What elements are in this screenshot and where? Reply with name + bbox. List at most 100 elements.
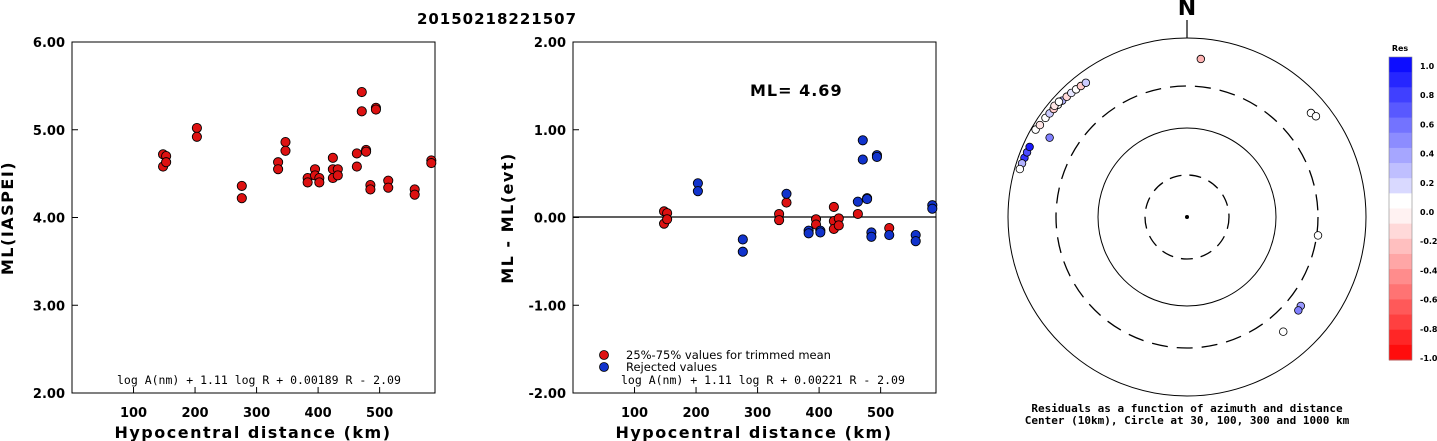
residual-colorbar: Res 1.0 0.8 0.6 0.4 0.2 0.0 -0.2 -0.4 -0.6 -0.8 -1… <box>1388 44 1437 363</box>
ml-point <box>280 145 291 156</box>
panel2-ytick-label: 1.00 <box>534 124 566 139</box>
colorbar-label: -0.6 <box>1420 296 1437 305</box>
ml-point <box>161 157 172 168</box>
panel1-xtick-label: 500 <box>366 406 393 421</box>
ml-point <box>314 177 325 188</box>
colorbar-label: -0.2 <box>1420 237 1437 246</box>
panel1-ylabel: ML(IASPEI) <box>0 161 17 275</box>
polar-station-point <box>1294 306 1303 315</box>
trimmed-point <box>662 214 673 225</box>
colorbar-swatch <box>1389 299 1412 316</box>
figure-title: 20150218221507 <box>417 10 577 28</box>
colorbar-label: -1.0 <box>1420 354 1437 363</box>
colorbar-label: 0.6 <box>1420 120 1435 129</box>
rejected-point <box>803 228 814 239</box>
epicenter-marker <box>1185 215 1189 219</box>
trimmed-point <box>781 197 792 208</box>
panel1-formula: log A(nm) + 1.11 log R + 0.00189 R - 2.0… <box>117 373 401 387</box>
ml-point <box>351 161 362 172</box>
panel1-ytick-label: 3.00 <box>33 299 65 314</box>
panel2-ytick-label: -1.00 <box>529 299 566 314</box>
colorbar-swatch <box>1389 178 1412 194</box>
polar-station-point <box>1311 112 1321 121</box>
ml-point <box>383 182 394 193</box>
colorbar-swatch <box>1389 102 1412 119</box>
colorbar-label: 0.2 <box>1420 179 1434 188</box>
colorbar-swatch <box>1389 238 1412 255</box>
ml-point <box>280 136 291 148</box>
panel1-points <box>158 86 437 204</box>
panel2-xtick-label: 400 <box>806 406 833 421</box>
ml-point <box>327 152 338 163</box>
panel1-xtick-label: 300 <box>243 406 270 421</box>
ml-point <box>302 177 313 188</box>
colorbar-label: 0.0 <box>1420 208 1435 217</box>
polar-station-point <box>1081 78 1091 87</box>
colorbar-swatch <box>1389 163 1412 179</box>
rejected-point <box>781 188 792 199</box>
ml-point <box>191 122 202 134</box>
circle-100km <box>1097 127 1277 307</box>
colorbar-label: 0.4 <box>1420 150 1435 159</box>
rejected-point <box>910 236 921 247</box>
colorbar-swatch <box>1389 72 1412 88</box>
colorbar-swatch <box>1389 117 1412 134</box>
colorbar-label: -0.8 <box>1420 325 1437 334</box>
colorbar-swatch <box>1389 253 1412 270</box>
colorbar-swatch <box>1389 132 1412 149</box>
rejected-point <box>857 154 868 165</box>
rejected-point <box>815 227 826 238</box>
colorbar-swatch <box>1389 284 1412 300</box>
rejected-point <box>857 135 868 146</box>
colorbar-swatch <box>1389 223 1412 240</box>
colorbar-swatch <box>1389 208 1412 225</box>
panel1-ytick-label: 4.00 <box>33 212 65 227</box>
panel2-formula: log A(nm) + 1.11 log R + 0.00221 R - 2.0… <box>621 373 905 387</box>
ml-point <box>356 86 367 98</box>
circle-1000km <box>1007 37 1367 397</box>
panel2-ytick-label: 2.00 <box>534 36 566 51</box>
polar-station-point <box>1054 97 1064 106</box>
colorbar-title: Res <box>1392 44 1409 53</box>
polar-station-point <box>1045 133 1054 142</box>
colorbar-swatch <box>1389 314 1412 331</box>
colorbar-swatch <box>1389 147 1412 164</box>
colorbar-swatch <box>1389 344 1412 361</box>
panel1-xtick-label: 100 <box>120 406 147 421</box>
panel2-xtick-label: 300 <box>744 406 771 421</box>
ml-point <box>365 184 376 195</box>
panel1-ytick-label: 6.00 <box>33 36 65 51</box>
rejected-point <box>737 246 748 257</box>
rejected-point <box>852 196 863 207</box>
ml-point <box>236 180 247 191</box>
ml-point <box>426 158 437 169</box>
colorbar-labels: 1.0 0.8 0.6 0.4 0.2 0.0 -0.2 -0.4 -0.6 -0.8 -1.0 <box>1420 62 1437 363</box>
ml-point <box>332 170 343 181</box>
legend-rejected-marker <box>599 362 609 372</box>
panel2-xlabel: Hypocentral distance (km) <box>615 423 892 441</box>
polar-caption-line2: Center (10km), Circle at 30, 100, 300 an… <box>1025 414 1350 427</box>
polar-station-point <box>1196 54 1206 64</box>
polar-station-point <box>1035 120 1045 130</box>
colorbar-label: 0.8 <box>1420 91 1435 100</box>
panel1-frame <box>71 41 436 394</box>
ml-point <box>409 189 420 200</box>
polar-caption-line1: Residuals as a function of azimuth and d… <box>1031 402 1343 415</box>
panel-ml-residual: 100 200 300 400 500 -2.00 -1.00 0.00 1.00 2.00 ML… <box>498 36 938 441</box>
circle-30km <box>1144 174 1230 260</box>
rejected-point <box>866 231 877 242</box>
panel2-ticks: 100 200 300 400 500 -2.00 -1.00 0.00 1.00 2.00 <box>529 36 895 421</box>
colorbar-label: -0.4 <box>1420 266 1437 275</box>
colorbar-frame <box>1388 56 1413 361</box>
polar-station-point <box>1313 231 1323 240</box>
polar-station-point <box>1025 142 1034 152</box>
panel1-xtick-label: 400 <box>305 406 332 421</box>
panel1-xlabel: Hypocentral distance (km) <box>114 423 391 441</box>
trimmed-point <box>828 201 839 213</box>
rejected-point <box>737 234 748 245</box>
ml-point <box>273 164 284 175</box>
ml-point <box>236 193 247 204</box>
ml-point <box>356 106 367 117</box>
rejected-point <box>927 203 938 214</box>
